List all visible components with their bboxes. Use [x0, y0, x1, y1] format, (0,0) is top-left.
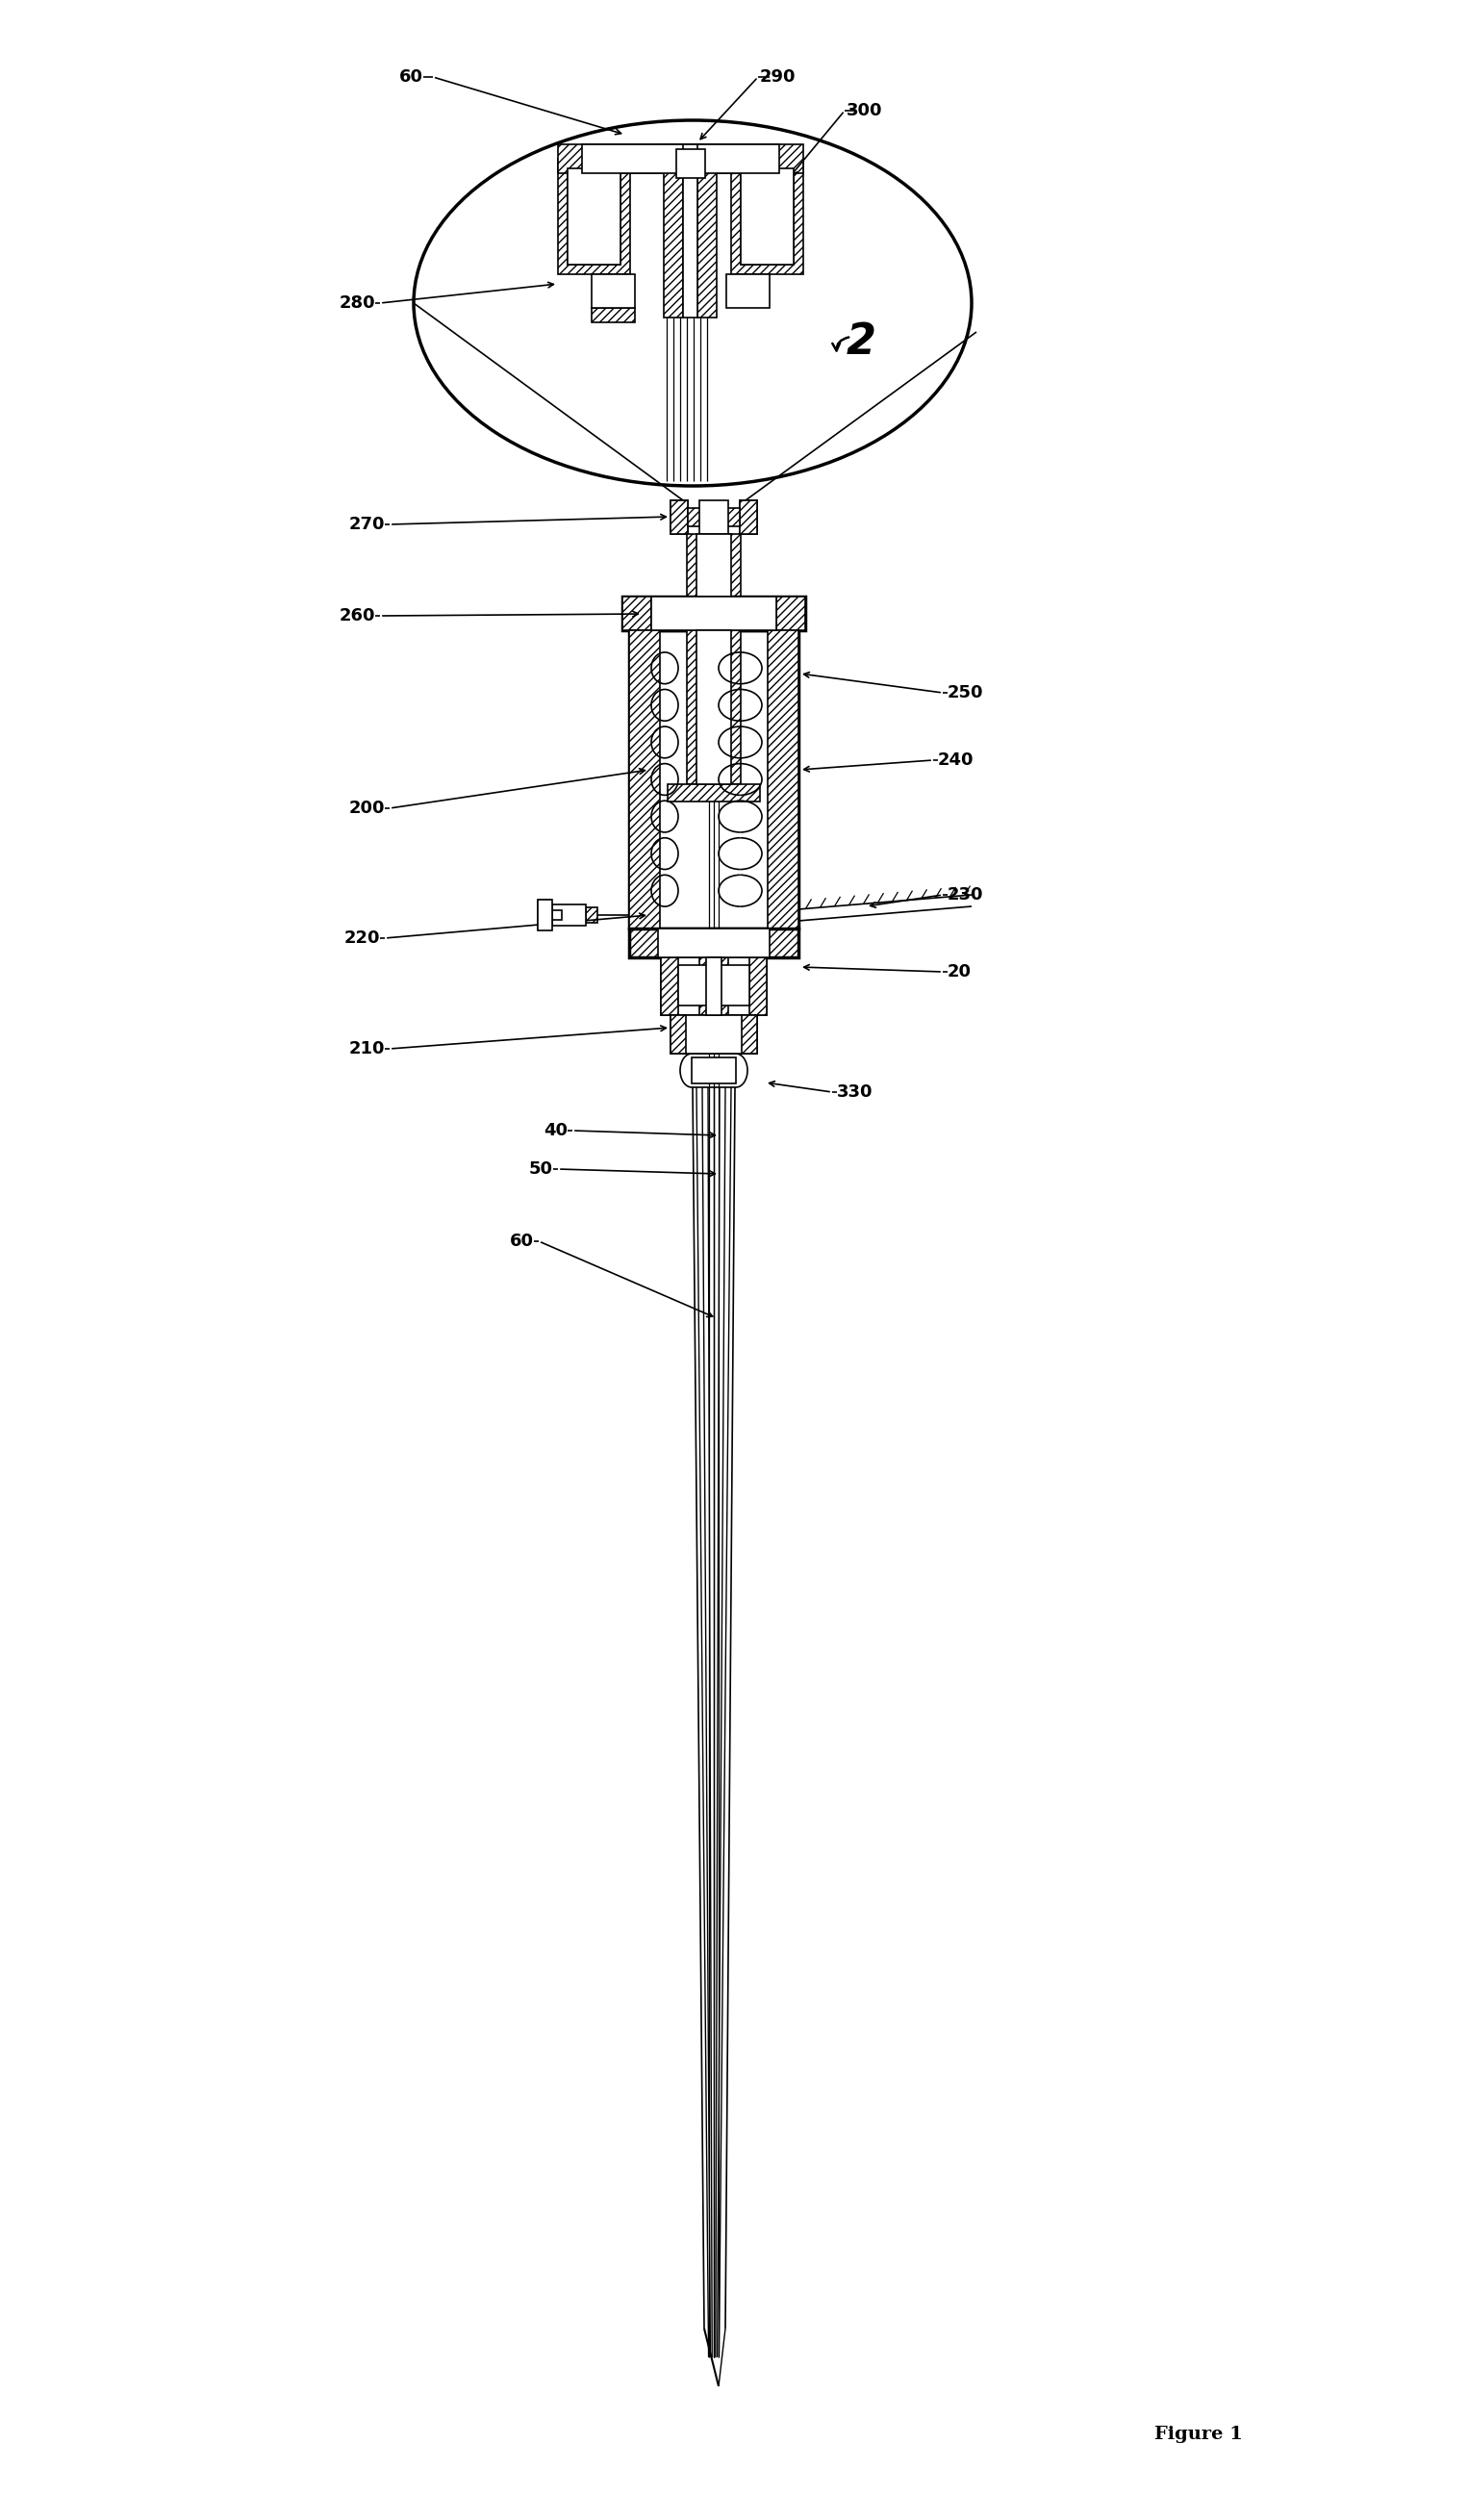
Text: 210: 210: [349, 1041, 385, 1058]
Text: 220: 220: [344, 930, 380, 948]
Bar: [630, 927, 799, 958]
Bar: [558, 159, 630, 275]
Bar: [671, 501, 688, 534]
Bar: [699, 958, 728, 1016]
Text: 330: 330: [837, 1084, 873, 1101]
Text: 50: 50: [528, 1159, 553, 1177]
Bar: [696, 630, 731, 784]
Bar: [668, 784, 760, 801]
Bar: [661, 958, 766, 1016]
Bar: [741, 1016, 757, 1053]
Bar: [537, 900, 552, 930]
Bar: [558, 144, 803, 174]
Bar: [664, 144, 683, 318]
Text: 2: 2: [847, 320, 876, 363]
Bar: [678, 965, 749, 1005]
Bar: [741, 169, 794, 265]
Text: 40: 40: [543, 1121, 568, 1139]
Bar: [740, 501, 757, 534]
Bar: [699, 501, 728, 534]
Bar: [622, 597, 652, 630]
Text: 300: 300: [847, 101, 882, 118]
Bar: [592, 275, 636, 307]
Text: Figure 1: Figure 1: [1154, 2427, 1243, 2442]
Bar: [687, 534, 741, 597]
Bar: [741, 169, 794, 265]
Bar: [658, 927, 769, 958]
Bar: [688, 509, 740, 527]
Bar: [687, 630, 741, 784]
Ellipse shape: [414, 121, 972, 486]
Text: 60: 60: [399, 68, 423, 86]
Text: 230: 230: [947, 887, 984, 905]
Bar: [586, 907, 597, 922]
Text: 270: 270: [349, 517, 385, 534]
Bar: [696, 534, 731, 597]
Bar: [683, 144, 697, 318]
Bar: [661, 958, 678, 1016]
Bar: [652, 597, 777, 630]
Bar: [749, 958, 766, 1016]
Text: 260: 260: [339, 607, 376, 625]
Bar: [671, 501, 688, 534]
Bar: [622, 597, 804, 630]
Text: 240: 240: [938, 751, 973, 769]
Text: 60: 60: [509, 1232, 534, 1250]
Bar: [568, 169, 621, 265]
Bar: [727, 275, 769, 307]
Bar: [552, 910, 562, 920]
Text: 250: 250: [947, 683, 984, 701]
Bar: [630, 630, 799, 927]
Text: 280: 280: [339, 295, 376, 312]
Bar: [697, 144, 716, 318]
Bar: [592, 307, 636, 323]
Bar: [777, 597, 804, 630]
Bar: [630, 630, 661, 927]
Bar: [581, 144, 780, 174]
Bar: [568, 169, 621, 265]
Bar: [677, 149, 705, 179]
Bar: [671, 1016, 757, 1053]
Text: 290: 290: [760, 68, 796, 86]
Text: 200: 200: [349, 799, 385, 816]
Bar: [706, 958, 721, 1016]
Bar: [671, 1016, 686, 1053]
Bar: [740, 501, 757, 534]
Bar: [731, 159, 803, 275]
Bar: [552, 905, 586, 925]
Text: 20: 20: [947, 963, 972, 980]
Bar: [768, 630, 799, 927]
Bar: [691, 1058, 735, 1084]
